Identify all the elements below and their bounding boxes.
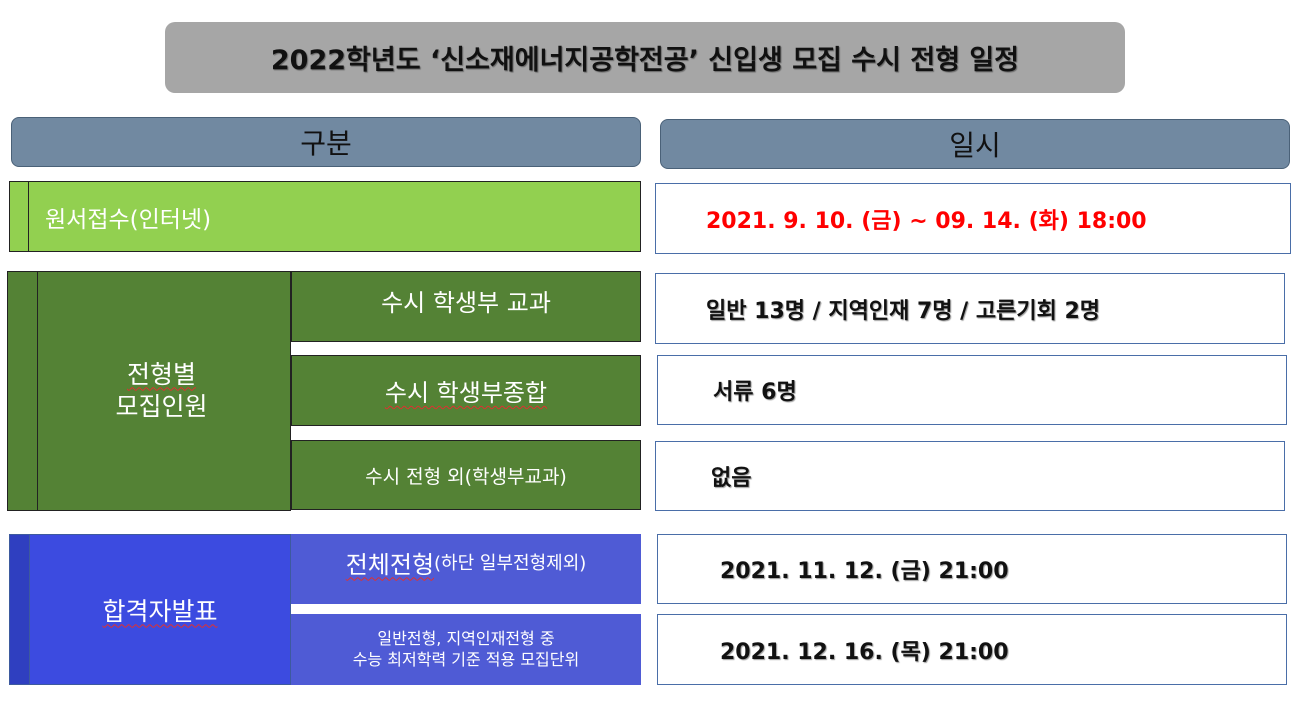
row-stripe bbox=[8, 272, 38, 510]
announcement-row1-value: 2021. 11. 12. (금) 21:00 bbox=[657, 534, 1287, 604]
header-schedule: 일시 bbox=[660, 119, 1290, 169]
quota-row-label: 수시 학생부 교과 bbox=[291, 271, 641, 342]
quota-label-cell: 전형별 모집인원 bbox=[7, 271, 291, 511]
announcement-row2-line1: 일반전형, 지역인재전형 중 bbox=[377, 628, 555, 648]
quota-label-line1: 전형별 bbox=[126, 359, 196, 389]
quota-row-value: 서류 6명 bbox=[657, 355, 1287, 425]
page-title: 2022학년도 ‘신소재에너지공학전공’ 신입생 모집 수시 전형 일정 bbox=[165, 22, 1125, 93]
application-value: 2021. 9. 10. (금) ~ 09. 14. (화) 18:00 bbox=[655, 183, 1291, 254]
announcement-row2-value: 2021. 12. 16. (목) 21:00 bbox=[657, 614, 1287, 685]
quota-row-label: 수시 전형 외(학생부교과) bbox=[291, 440, 641, 510]
quota-row-value: 일반 13명 / 지역인재 7명 / 고른기회 2명 bbox=[655, 273, 1285, 344]
header-category: 구분 bbox=[11, 117, 641, 167]
announcement-row1-label: 전체전형 (하단 일부전형제외) bbox=[291, 534, 641, 604]
announcement-label: 합격자발표 bbox=[102, 596, 218, 626]
announcement-row2-label: 일반전형, 지역인재전형 중 수능 최저학력 기준 적용 모집단위 bbox=[291, 614, 641, 685]
quota-label-line2: 모집인원 bbox=[115, 392, 208, 421]
announcement-label-cell: 합격자발표 bbox=[9, 534, 291, 685]
quota-row-label: 수시 학생부종합 bbox=[291, 355, 641, 426]
announcement-row1-sub: (하단 일부전형제외) bbox=[434, 553, 587, 574]
quota-row-value: 없음 bbox=[655, 441, 1285, 511]
row-stripe bbox=[10, 182, 29, 251]
announcement-row2-line2: 수능 최저학력 기준 적용 모집단위 bbox=[352, 649, 580, 669]
announcement-row1-main: 전체전형 bbox=[345, 550, 435, 579]
application-label: 원서접수(인터넷) bbox=[45, 206, 212, 233]
application-label-cell: 원서접수(인터넷) bbox=[9, 181, 641, 252]
row-stripe bbox=[10, 535, 30, 684]
